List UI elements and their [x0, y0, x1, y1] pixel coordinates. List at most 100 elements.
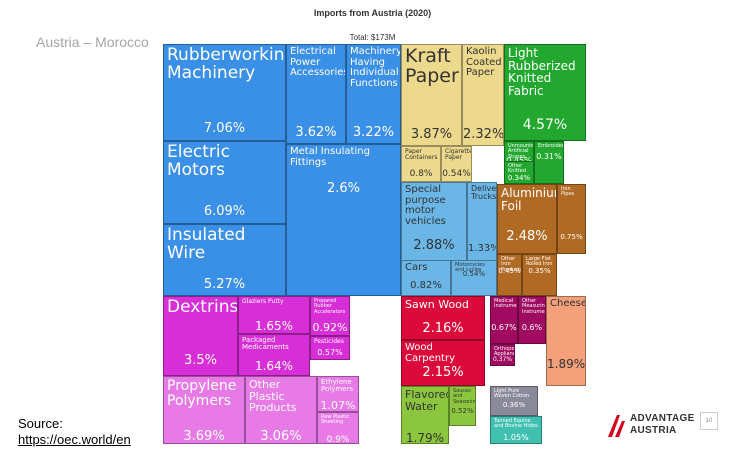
tile-value: 0.45% [498, 267, 521, 275]
tile-name: Electric Motors [167, 142, 230, 180]
treemap-tile-electric-motors[interactable]: Electric Motors 6.09% [163, 141, 286, 224]
tile-name: Large Flat Rolled Iron [526, 256, 553, 268]
tile-name: Tanned Equine and Bovine Hides [494, 418, 538, 430]
tile-name: Kraft Paper [405, 45, 459, 87]
tile-value: 6.09% [203, 204, 246, 219]
treemap-tile-insulated-wire[interactable]: Insulated Wire 5.27% [163, 224, 286, 296]
treemap-tile-prepared-rubber-accelerators[interactable]: Prepared Rubber Accelerators 0.92% [310, 296, 350, 336]
treemap-tile-machinery-having-individual-functions[interactable]: Machinery Having Individual Functions 3.2… [346, 44, 401, 144]
tile-name: Flavored Water [405, 388, 449, 413]
tile-value: 2.16% [422, 321, 464, 336]
tile-name: Light Rubberized Knitted Fabric [508, 46, 576, 98]
tile-name: Other Measuring Instruments [522, 298, 546, 315]
tile-name: Sauces and Seasonings [453, 388, 476, 405]
tile-value: 0.34% [507, 174, 531, 182]
tile-value: 0.52% [451, 407, 474, 415]
treemap-tile-dextrins[interactable]: Dextrins 3.5% [163, 296, 238, 376]
treemap-tile-cigarette-paper[interactable]: Cigarette Paper 0.54% [441, 146, 472, 182]
tile-name: Packaged Medicaments [242, 336, 289, 352]
tile-name: Metal Insulating Fittings [290, 146, 370, 168]
treemap-tile-light-pure-woven-cotton[interactable]: Light Pure Woven Cotton 0.36% [490, 386, 538, 416]
treemap-tile-aluminium-foil[interactable]: Aluminium Foil 2.48% [497, 184, 557, 254]
tile-value: 1.79% [405, 431, 445, 444]
tile-value: 2.88% [413, 238, 455, 253]
tile-value: 0.8% [409, 169, 433, 179]
tile-name: Orthopedic Appliances [494, 346, 515, 358]
treemap-tile-kaolin-coated-paper[interactable]: Kaolin Coated Paper 2.32% [462, 44, 504, 146]
tile-value: 1.64% [254, 359, 294, 373]
tile-name: Sawn Wood [405, 298, 469, 311]
tile-name: Paper Containers [405, 148, 438, 162]
treemap-tile-paper-containers[interactable]: Paper Containers 0.8% [401, 146, 441, 182]
treemap-tile-other-iron-products[interactable]: Other Iron Products 0.45% [497, 254, 522, 296]
tile-name: Other Iron Products [501, 256, 522, 273]
country-pair-subtitle: Austria – Morocco [36, 34, 149, 50]
treemap-tile-flavored-water[interactable]: Flavored Water 1.79% [401, 386, 449, 444]
tile-value: 0.57% [317, 348, 343, 357]
treemap-tile-sauces-and-seasonings[interactable]: Sauces and Seasonings 0.52% [449, 386, 476, 426]
tile-value: 2.48% [506, 229, 548, 244]
chart-title: Imports from Austria (2020) [313, 8, 432, 18]
treemap-tile-orthopedic-appliances[interactable]: Orthopedic Appliances0.37% [490, 344, 515, 366]
treemap-tile-electrical-power-accessories[interactable]: Electrical Power Accessories 3.62% [286, 44, 346, 144]
treemap-tile-pesticides[interactable]: Pesticides 0.57% [310, 336, 350, 360]
tile-name: Wood Carpentry [405, 342, 456, 364]
advantage-austria-logo: ADVANTAGE AUSTRIA [606, 411, 702, 441]
tile-value: 3.87% [410, 127, 453, 142]
tile-name: Prepared Rubber Accelerators [314, 298, 346, 315]
tile-value: 3.69% [183, 429, 225, 444]
tile-name: Aluminium Foil [501, 186, 556, 213]
tile-name: Glaziers Putty [242, 298, 284, 305]
logo-line2: AUSTRIA [630, 425, 677, 436]
treemap-tile-embroidery[interactable]: Embroidery 0.31% [534, 141, 564, 184]
treemap-tile-other-knitted[interactable]: Other Knitted 0.34% [504, 161, 534, 184]
chart-total: Total: $173M [349, 33, 396, 42]
treemap: Rubberworking Machinery 7.06% Electric Mot… [163, 44, 586, 444]
tile-name: Cars [405, 262, 428, 273]
tile-value: 5.27% [203, 277, 246, 292]
treemap-tile-ethylene-polymers[interactable]: Ethylene Polymers 1.07% [317, 376, 359, 412]
logo-line1: ADVANTAGE [630, 413, 695, 424]
treemap-tile-rubberworking-machinery[interactable]: Rubberworking Machinery 7.06% [163, 44, 286, 141]
treemap-tile-special-purpose-motor-vehicles[interactable]: Special purpose motor vehicles 2.88% [401, 182, 467, 271]
tile-value: 2.32% [463, 127, 504, 142]
treemap-tile-medical-instruments[interactable]: Medical Instruments 0.67% [490, 296, 518, 344]
tile-name: Electrical Power Accessories [290, 46, 346, 78]
treemap-tile-cheese[interactable]: Cheese 1.89% [546, 296, 586, 386]
treemap-tile-motorcycles-and-cycles[interactable]: Motorcycles and cycles 0.54% [451, 260, 497, 296]
treemap-tile-propylene-polymers[interactable]: Propylene Polymers 3.69% [163, 376, 245, 444]
treemap-tile-iron-pipes[interactable]: Iron Pipes 0.75% [557, 184, 586, 254]
tile-value: 2.6% [326, 181, 361, 196]
treemap-tile-cars[interactable]: Cars 0.82% [401, 260, 451, 296]
tile-value: 3.06% [260, 429, 302, 444]
treemap-tile-large-flat-rolled-iron[interactable]: Large Flat Rolled Iron 0.35% [522, 254, 557, 296]
tile-name: Insulated Wire [167, 225, 246, 263]
tile-value: 2.15% [422, 365, 464, 380]
treemap-tile-delivery-trucks[interactable]: Delivery Trucks 1.33% [467, 182, 497, 271]
treemap-tile-light-rubberized-knitted-fabric[interactable]: Light Rubberized Knitted Fabric 4.57% [504, 44, 586, 141]
tile-value: 1.07% [320, 399, 356, 412]
treemap-tile-wood-carpentry[interactable]: Wood Carpentry 2.15% [401, 340, 485, 386]
tile-name: Delivery Trucks [471, 184, 497, 202]
source-link[interactable]: https://oec.world/en [18, 432, 131, 447]
tile-name: Medical Instruments [494, 298, 517, 310]
tile-value: 0.75% [560, 233, 583, 241]
tile-value: 0.35% [528, 267, 551, 275]
tile-name: Propylene Polymers [167, 378, 237, 409]
source-note: Source: https://oec.world/en [18, 416, 131, 448]
tile-name: Motorcycles and cycles [455, 262, 485, 274]
treemap-tile-tanned-equine-and-bovine-hides[interactable]: Tanned Equine and Bovine Hides 1.05% [490, 416, 542, 444]
tile-name: Embroidery [538, 143, 564, 149]
tile-value: 1.33% [468, 243, 497, 254]
treemap-tile-other-measuring-instruments[interactable]: Other Measuring Instruments 0.6% [518, 296, 546, 344]
tile-value: 0.54% [462, 270, 486, 278]
treemap-tile-kraft-paper[interactable]: Kraft Paper 3.87% [401, 44, 462, 146]
treemap-tile-glaziers-putty[interactable]: Glaziers Putty 1.65% [238, 296, 310, 334]
tile-name: Other Plastic Products [249, 378, 297, 415]
treemap-tile-sawn-wood[interactable]: Sawn Wood 2.16% [401, 296, 485, 340]
logo-mark-icon [608, 415, 625, 437]
treemap-tile-other-plastic-products[interactable]: Other Plastic Products 3.06% [245, 376, 317, 444]
treemap-tile-packaged-medicaments[interactable]: Packaged Medicaments 1.64% [238, 334, 310, 376]
treemap-tile-metal-insulating-fittings[interactable]: Metal Insulating Fittings 2.6% [286, 144, 401, 296]
treemap-tile-raw-plastic-sheeting[interactable]: Raw Plastic Sheeting 0.9% [317, 412, 359, 444]
